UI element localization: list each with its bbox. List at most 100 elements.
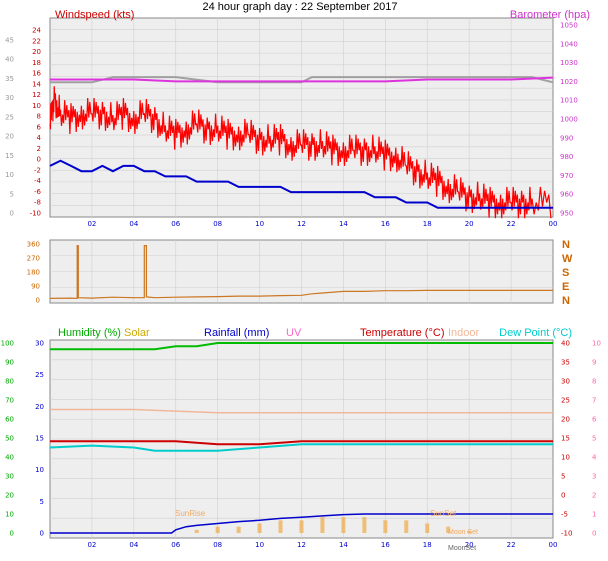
barometer-tick: 1000 <box>560 116 578 124</box>
x-tick-label: 04 <box>129 220 138 228</box>
uv-tick: 1 <box>592 511 596 519</box>
humidity-tick: 80 <box>5 378 14 386</box>
barometer-tick: 1050 <box>560 22 578 30</box>
x-tick-label: 06 <box>171 220 180 228</box>
humidity-tick: 90 <box>5 359 14 367</box>
rainfall-tick: 0 <box>40 530 44 538</box>
temperature-tick: 25 <box>561 397 570 405</box>
panel-temperature: Humidity (%) Solar Rainfall (mm) UV Temp… <box>1 327 601 552</box>
x-tick-label: 12 <box>297 220 306 228</box>
temperature-tick: 0 <box>561 492 565 500</box>
temperature-tick: 5 <box>561 473 565 481</box>
direction-series <box>49 245 553 300</box>
direction-tick: 180 <box>27 269 40 277</box>
grey-tick: 15 <box>5 152 14 160</box>
x-tick-label: 00 <box>549 541 558 549</box>
rainfall-label: Rainfall (mm) <box>204 327 269 339</box>
solar-bar <box>278 520 283 533</box>
uv-tick: 8 <box>592 378 596 386</box>
temperature-tick: -5 <box>561 511 568 519</box>
windspeed-tick: 20 <box>32 48 41 56</box>
barometer-tick: 1010 <box>560 97 578 105</box>
rainfall-tick: 15 <box>35 435 44 443</box>
indoor-series <box>50 408 553 414</box>
solar-bar <box>341 517 346 533</box>
barometer-tick: 1030 <box>560 59 578 67</box>
solar-bar <box>383 520 388 533</box>
x-tick-label: 04 <box>129 541 138 549</box>
solar-bar <box>320 517 325 533</box>
humidity-tick: 0 <box>10 530 14 538</box>
grey-tick: 5 <box>10 190 14 198</box>
uv-tick: 2 <box>592 492 596 500</box>
windspeed-tick: 24 <box>32 27 41 35</box>
x-tick-label: 20 <box>465 220 474 228</box>
direction-letter: N <box>562 295 570 307</box>
windspeed-tick: -4 <box>34 177 42 185</box>
x-tick-label: 02 <box>87 541 96 549</box>
grey-tick: 10 <box>5 171 14 179</box>
barometer-tick: 980 <box>560 153 573 161</box>
barometer-tick: 960 <box>560 191 573 199</box>
x-tick-label: 10 <box>255 220 264 228</box>
windspeed-tick: 14 <box>32 80 41 88</box>
barometer-tick: 990 <box>560 134 573 142</box>
x-tick-label: 14 <box>339 220 348 228</box>
windspeed-tick: 12 <box>32 91 41 99</box>
direction-tick: 0 <box>36 297 40 305</box>
solar-bar <box>404 520 409 533</box>
x-tick-label: 02 <box>87 220 96 228</box>
windspeed-tick: 16 <box>32 70 41 78</box>
solar-bar <box>362 517 367 533</box>
temperature-tick: -10 <box>561 530 572 538</box>
humidity-tick: 10 <box>5 511 14 519</box>
rainfall-tick: 5 <box>40 498 44 506</box>
windspeed-tick: 4 <box>37 134 42 142</box>
humidity-tick: 100 <box>1 340 14 348</box>
direction-tick: 90 <box>31 283 40 291</box>
temperature-series <box>50 440 553 446</box>
grey-tick: 30 <box>5 94 14 102</box>
windspeed-tick: 10 <box>32 102 41 110</box>
temperature-tick: 35 <box>561 359 570 367</box>
uv-label: UV <box>286 327 302 339</box>
barometer-series <box>50 76 554 83</box>
barometer-tick: 950 <box>560 210 573 218</box>
direction-letter: E <box>562 281 569 293</box>
indoor-label: Indoor <box>448 327 480 339</box>
temperature-tick: 10 <box>561 454 570 462</box>
grey-tick: 40 <box>5 56 14 64</box>
humidity-tick: 20 <box>5 492 14 500</box>
humidity-tick: 40 <box>5 454 14 462</box>
x-tick-label: 00 <box>549 220 558 228</box>
windspeed-tick: 6 <box>37 123 42 131</box>
uv-tick: 3 <box>592 473 596 481</box>
x-tick-label: 14 <box>339 541 348 549</box>
grey-tick: 25 <box>5 113 14 121</box>
windspeed-tick: -8 <box>34 199 41 207</box>
solar-bar <box>194 529 199 533</box>
chart-title: 24 hour graph day : 22 September 2017 <box>202 1 397 13</box>
humidity-tick: 50 <box>5 435 14 443</box>
uv-tick: 0 <box>592 530 596 538</box>
sunset-label: SunSet <box>430 509 457 518</box>
x-tick-label: 06 <box>171 541 180 549</box>
windspeed-tick: 18 <box>32 59 41 67</box>
windspeed-tick: 0 <box>37 156 41 164</box>
grey-tick: 20 <box>5 133 14 141</box>
grey-series <box>50 76 554 84</box>
humidity-tick: 30 <box>5 473 14 481</box>
gust-series <box>49 86 552 219</box>
x-tick-label: 16 <box>381 541 390 549</box>
direction-letter: W <box>562 253 573 265</box>
dewpoint-series <box>49 443 553 452</box>
solar-bar <box>236 526 241 533</box>
uv-tick: 4 <box>592 454 597 462</box>
x-tick-label: 20 <box>465 541 474 549</box>
temperature-tick: 30 <box>561 378 570 386</box>
rainfall-tick: 20 <box>35 403 44 411</box>
humidity-series <box>50 342 553 351</box>
windspeed-tick: -6 <box>34 188 42 196</box>
x-tick-label: 22 <box>507 220 516 228</box>
uv-tick: 6 <box>592 416 597 424</box>
